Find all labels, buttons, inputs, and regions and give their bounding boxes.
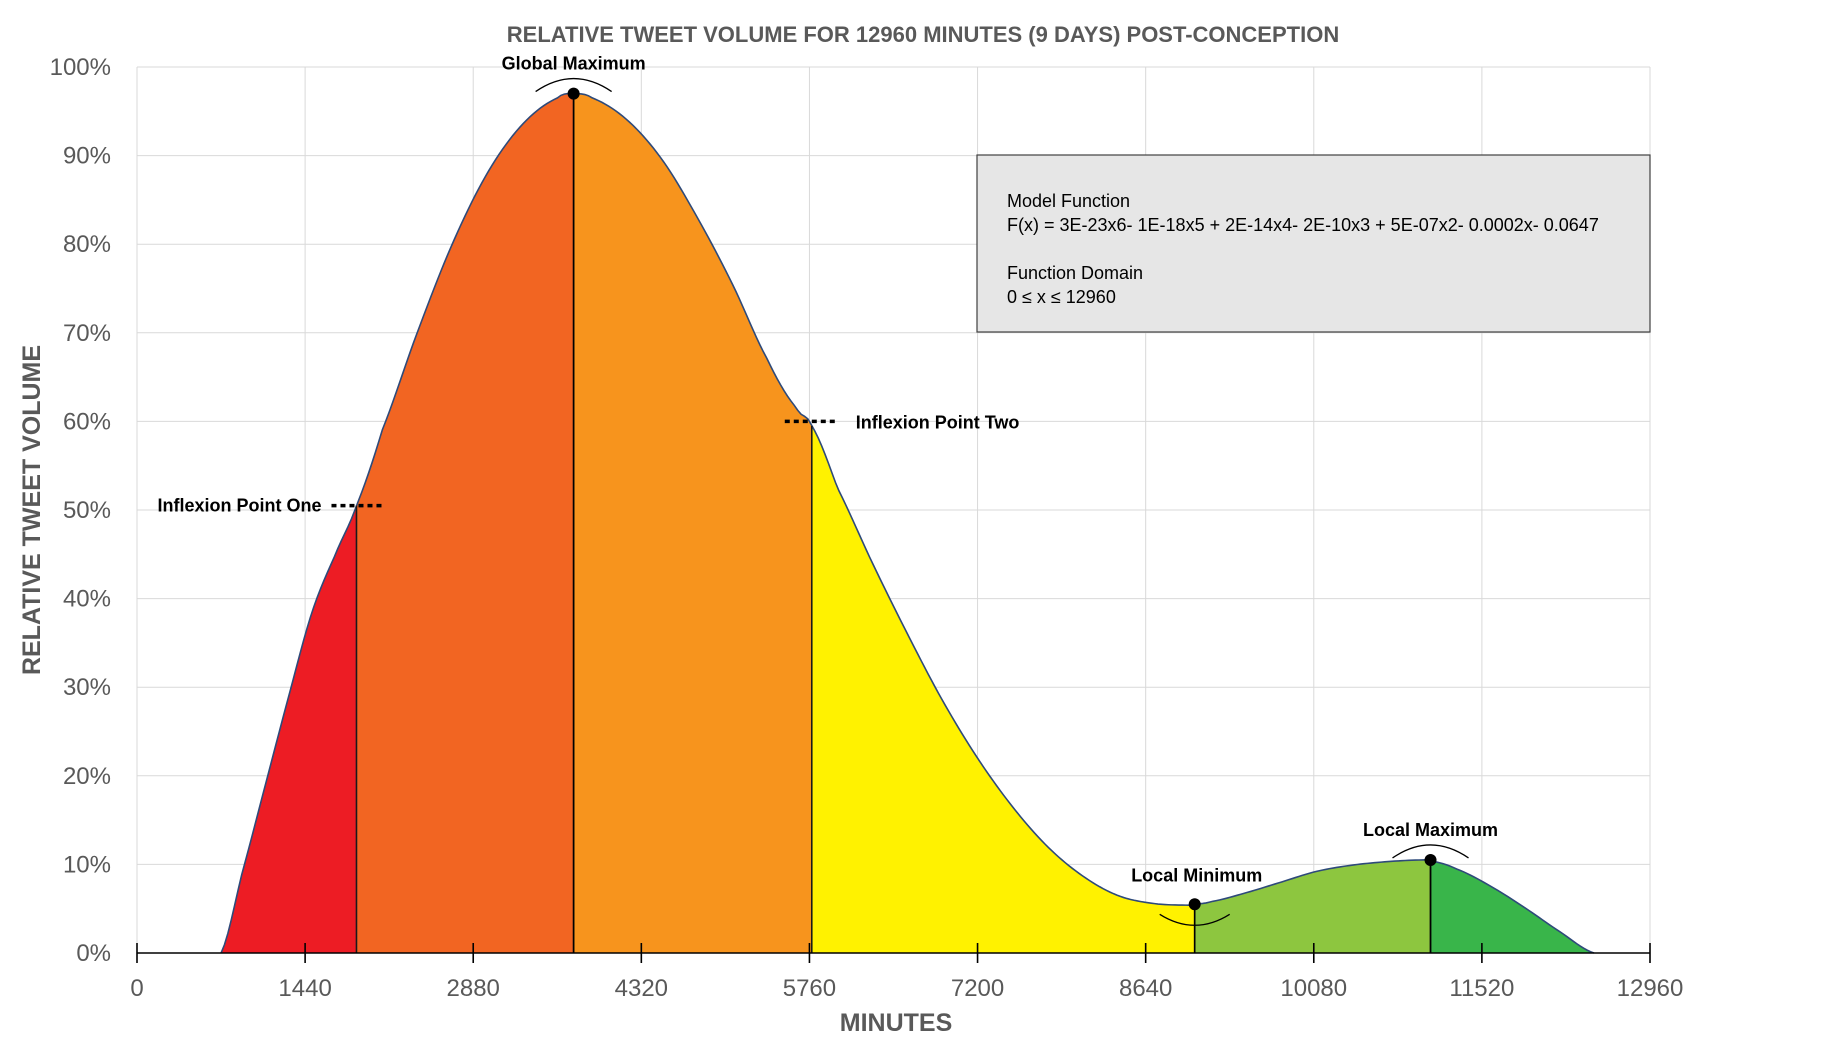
axes: 0 1440 2880 4320 5760 7200 8640 10080 11520 12960… — [50, 54, 1684, 1002]
area-segment-4 — [811, 425, 1195, 954]
function-domain-heading: Function Domain — [1007, 263, 1143, 283]
y-tick-label: 60% — [63, 408, 111, 435]
x-tick-label: 10080 — [1280, 975, 1347, 1002]
area-segment-1 — [221, 505, 357, 953]
y-tick-label: 10% — [63, 851, 111, 878]
local-maximum-label: Local Maximum — [1363, 820, 1498, 840]
area-segment-5 — [1194, 859, 1431, 953]
x-tick-label: 8640 — [1119, 975, 1172, 1002]
model-box-background — [976, 154, 1651, 333]
x-axis-title: MINUTES — [840, 1009, 953, 1037]
x-tick-label: 4320 — [615, 975, 668, 1002]
x-tick-label: 1440 — [278, 975, 331, 1002]
local-minimum-arc — [1159, 913, 1231, 926]
local-maximum-arc — [1392, 844, 1469, 859]
local-minimum-label: Local Minimum — [1131, 865, 1262, 885]
model-function-formula: F(x) = 3E-23x6- 1E-18x5 + 2E-14x4- 2E-10… — [1007, 215, 1599, 235]
area-segment-3 — [573, 93, 812, 953]
y-tick-label: 80% — [63, 231, 111, 258]
function-domain-value: 0 ≤ x ≤ 12960 — [1007, 287, 1116, 307]
inflexion-point-two-label: Inflexion Point Two — [856, 412, 1020, 432]
model-function-box: Model Function F(x) = 3E-23x6- 1E-18x5 +… — [976, 154, 1651, 333]
chart-title: RELATIVE TWEET VOLUME FOR 12960 MINUTES … — [507, 22, 1339, 47]
y-axis-title: RELATIVE TWEET VOLUME — [18, 345, 46, 675]
x-tick-label: 2880 — [447, 975, 500, 1002]
model-function-heading: Model Function — [1007, 191, 1130, 211]
local-minimum-point — [1188, 898, 1201, 911]
area-segment-2 — [356, 93, 574, 954]
y-tick-label: 70% — [63, 320, 111, 347]
x-tick-label: 12960 — [1617, 975, 1684, 1002]
x-tick-label: 0 — [130, 975, 143, 1002]
global-maximum-arc — [535, 77, 612, 93]
y-tick-label: 90% — [63, 143, 111, 170]
x-tick-label: 11520 — [1449, 975, 1514, 1002]
y-tick-label: 40% — [63, 586, 111, 613]
y-tick-label: 50% — [63, 497, 111, 524]
y-tick-label: 100% — [50, 54, 111, 81]
area-segment-6 — [1430, 860, 1594, 953]
inflexion-point-one-label: Inflexion Point One — [157, 496, 321, 516]
local-maximum-point — [1424, 853, 1437, 866]
annotations: Global Maximum Inflexion Point One Inflexi… — [157, 54, 1498, 953]
y-tick-label: 0% — [76, 940, 111, 967]
area-segments — [220, 92, 1595, 954]
global-maximum-point — [567, 87, 580, 100]
y-tick-label: 20% — [63, 763, 111, 790]
curve-outline — [220, 92, 1595, 954]
x-tick-label: 5760 — [783, 975, 836, 1002]
global-maximum-label: Global Maximum — [502, 54, 646, 74]
y-tick-label: 30% — [63, 674, 111, 701]
x-tick-label: 7200 — [951, 975, 1004, 1002]
